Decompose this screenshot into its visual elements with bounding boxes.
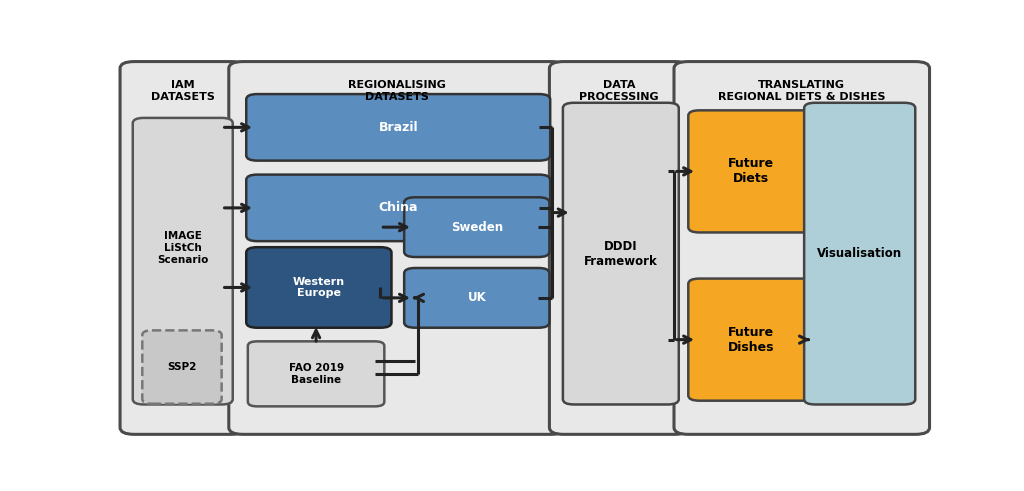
FancyBboxPatch shape (246, 94, 550, 161)
FancyBboxPatch shape (120, 61, 246, 435)
Text: Western
Europe: Western Europe (293, 276, 345, 298)
FancyBboxPatch shape (133, 118, 232, 405)
FancyBboxPatch shape (688, 110, 814, 232)
Text: REGIONALISING
DATASETS: REGIONALISING DATASETS (348, 80, 446, 102)
FancyBboxPatch shape (688, 278, 814, 401)
Text: Future
Diets: Future Diets (728, 158, 774, 186)
Text: IMAGE
LiStCh
Scenario: IMAGE LiStCh Scenario (157, 231, 209, 265)
Text: TRANSLATING
REGIONAL DIETS & DISHES: TRANSLATING REGIONAL DIETS & DISHES (718, 80, 886, 102)
FancyBboxPatch shape (550, 61, 689, 435)
FancyBboxPatch shape (404, 268, 550, 327)
FancyBboxPatch shape (246, 175, 550, 241)
Text: DATA
PROCESSING: DATA PROCESSING (580, 80, 659, 102)
FancyBboxPatch shape (248, 341, 384, 407)
Text: UK: UK (467, 291, 486, 304)
FancyBboxPatch shape (404, 197, 550, 257)
Text: Sweden: Sweden (451, 220, 503, 234)
FancyBboxPatch shape (142, 330, 221, 404)
Text: Brazil: Brazil (379, 121, 418, 134)
FancyBboxPatch shape (804, 103, 915, 405)
Text: DDDI
Framework: DDDI Framework (584, 240, 657, 268)
Text: China: China (379, 201, 418, 215)
FancyBboxPatch shape (674, 61, 930, 435)
Text: SSP2: SSP2 (167, 362, 197, 372)
Text: IAM
DATASETS: IAM DATASETS (151, 80, 215, 102)
FancyBboxPatch shape (246, 247, 391, 327)
Text: FAO 2019
Baseline: FAO 2019 Baseline (289, 363, 344, 384)
Text: Future
Dishes: Future Dishes (728, 326, 774, 354)
FancyBboxPatch shape (228, 61, 565, 435)
FancyBboxPatch shape (563, 103, 679, 405)
Text: Visualisation: Visualisation (817, 247, 902, 260)
